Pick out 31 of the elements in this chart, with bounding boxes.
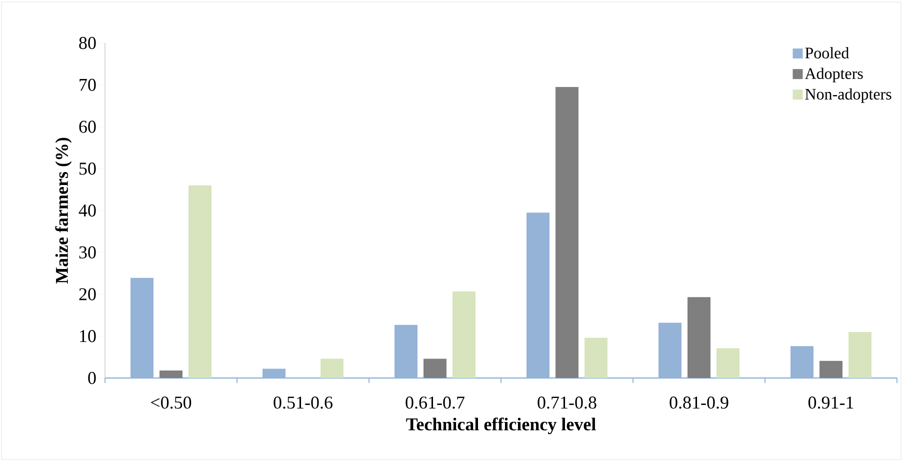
bar (688, 297, 710, 378)
bar (320, 358, 344, 378)
x-tick-label: 0.51-0.6 (274, 396, 332, 409)
bar (424, 358, 446, 378)
bar (820, 360, 842, 378)
x-tick-label: 0.61-0.7 (406, 396, 464, 409)
y-tick-label: 50 (80, 162, 96, 175)
y-tick-label: 10 (80, 330, 96, 342)
x-tick-label: 0.71-0.8 (538, 396, 596, 409)
bar (716, 348, 740, 378)
y-tick-label: 20 (79, 288, 96, 300)
x-tick-label: 0.81-0.9 (670, 396, 728, 409)
y-tick-label: 40 (78, 204, 96, 217)
y-tick-label: 30 (79, 246, 96, 258)
legend-label: Non-adopters (805, 88, 892, 103)
bar (848, 332, 872, 378)
y-tick-label: 60 (79, 120, 96, 133)
bar (556, 86, 578, 378)
y-tick-label: 0 (88, 372, 96, 384)
bar (160, 370, 182, 378)
bar (584, 338, 608, 378)
bar (452, 291, 476, 378)
x-axis-title: Technical efficiency level (406, 418, 596, 434)
bar (188, 185, 212, 378)
y-axis-title: Maize farmers (%) (55, 138, 72, 284)
x-tick-label: 0.91-1 (808, 396, 854, 409)
y-tick-label: 80 (79, 36, 96, 50)
x-tick-label: <0.50 (151, 396, 192, 409)
legend-label: Pooled (805, 47, 849, 58)
legend-label: Adopters (804, 68, 863, 82)
y-tick-label: 70 (80, 78, 96, 91)
